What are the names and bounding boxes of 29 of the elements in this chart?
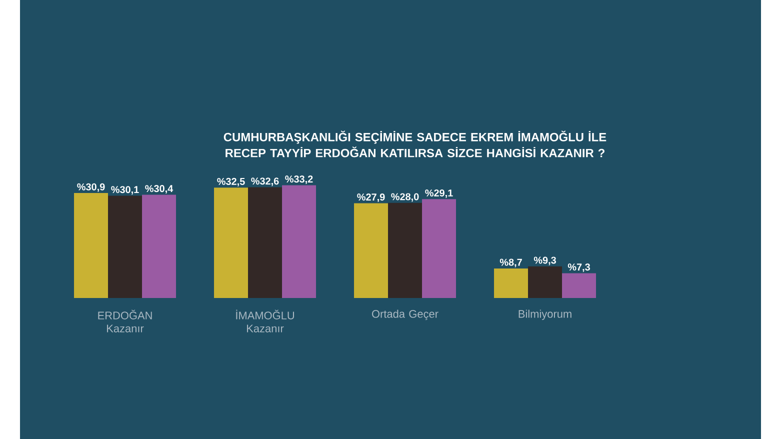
data-label: %7,3 bbox=[568, 264, 590, 272]
data-label: %9,3 bbox=[534, 256, 556, 266]
bar bbox=[388, 202, 422, 298]
bar bbox=[528, 266, 562, 298]
bar bbox=[354, 203, 388, 298]
data-label: %29,1 bbox=[425, 189, 453, 198]
bar bbox=[562, 273, 596, 298]
bar bbox=[142, 194, 176, 298]
data-label: %27,9 bbox=[357, 194, 385, 202]
x-tick-label: Ortada Geçer bbox=[372, 310, 438, 320]
bar bbox=[422, 199, 456, 298]
data-label: %30,9 bbox=[77, 183, 105, 192]
data-label: %32,5 bbox=[217, 178, 245, 186]
bar bbox=[494, 268, 528, 298]
bar bbox=[74, 193, 108, 298]
data-label: %30,1 bbox=[111, 186, 139, 195]
bar bbox=[248, 187, 282, 298]
chart-title: CUMHURBAŞKANLIĞI SEÇİMİNE SADECE EKREM İMAMOĞLU İLE RECEP TAYYİP ERDOĞAN KATILIRSA SİZCE HANGİSİ KAZANIR ? bbox=[224, 130, 606, 158]
data-label: %8,7 bbox=[500, 258, 522, 268]
data-label: %32,6 bbox=[251, 178, 279, 186]
x-tick-label: ERDOĞAN Kazanır bbox=[98, 310, 152, 332]
bar bbox=[282, 185, 316, 298]
data-label: %33,2 bbox=[285, 176, 313, 184]
x-tick-label: İMAMOĞLU Kazanır bbox=[236, 310, 294, 332]
bar bbox=[108, 196, 142, 298]
x-tick-label: Bilmiyorum bbox=[518, 310, 572, 320]
data-label: %28,0 bbox=[391, 193, 419, 202]
data-label: %30,4 bbox=[145, 185, 174, 194]
bar bbox=[214, 188, 248, 298]
